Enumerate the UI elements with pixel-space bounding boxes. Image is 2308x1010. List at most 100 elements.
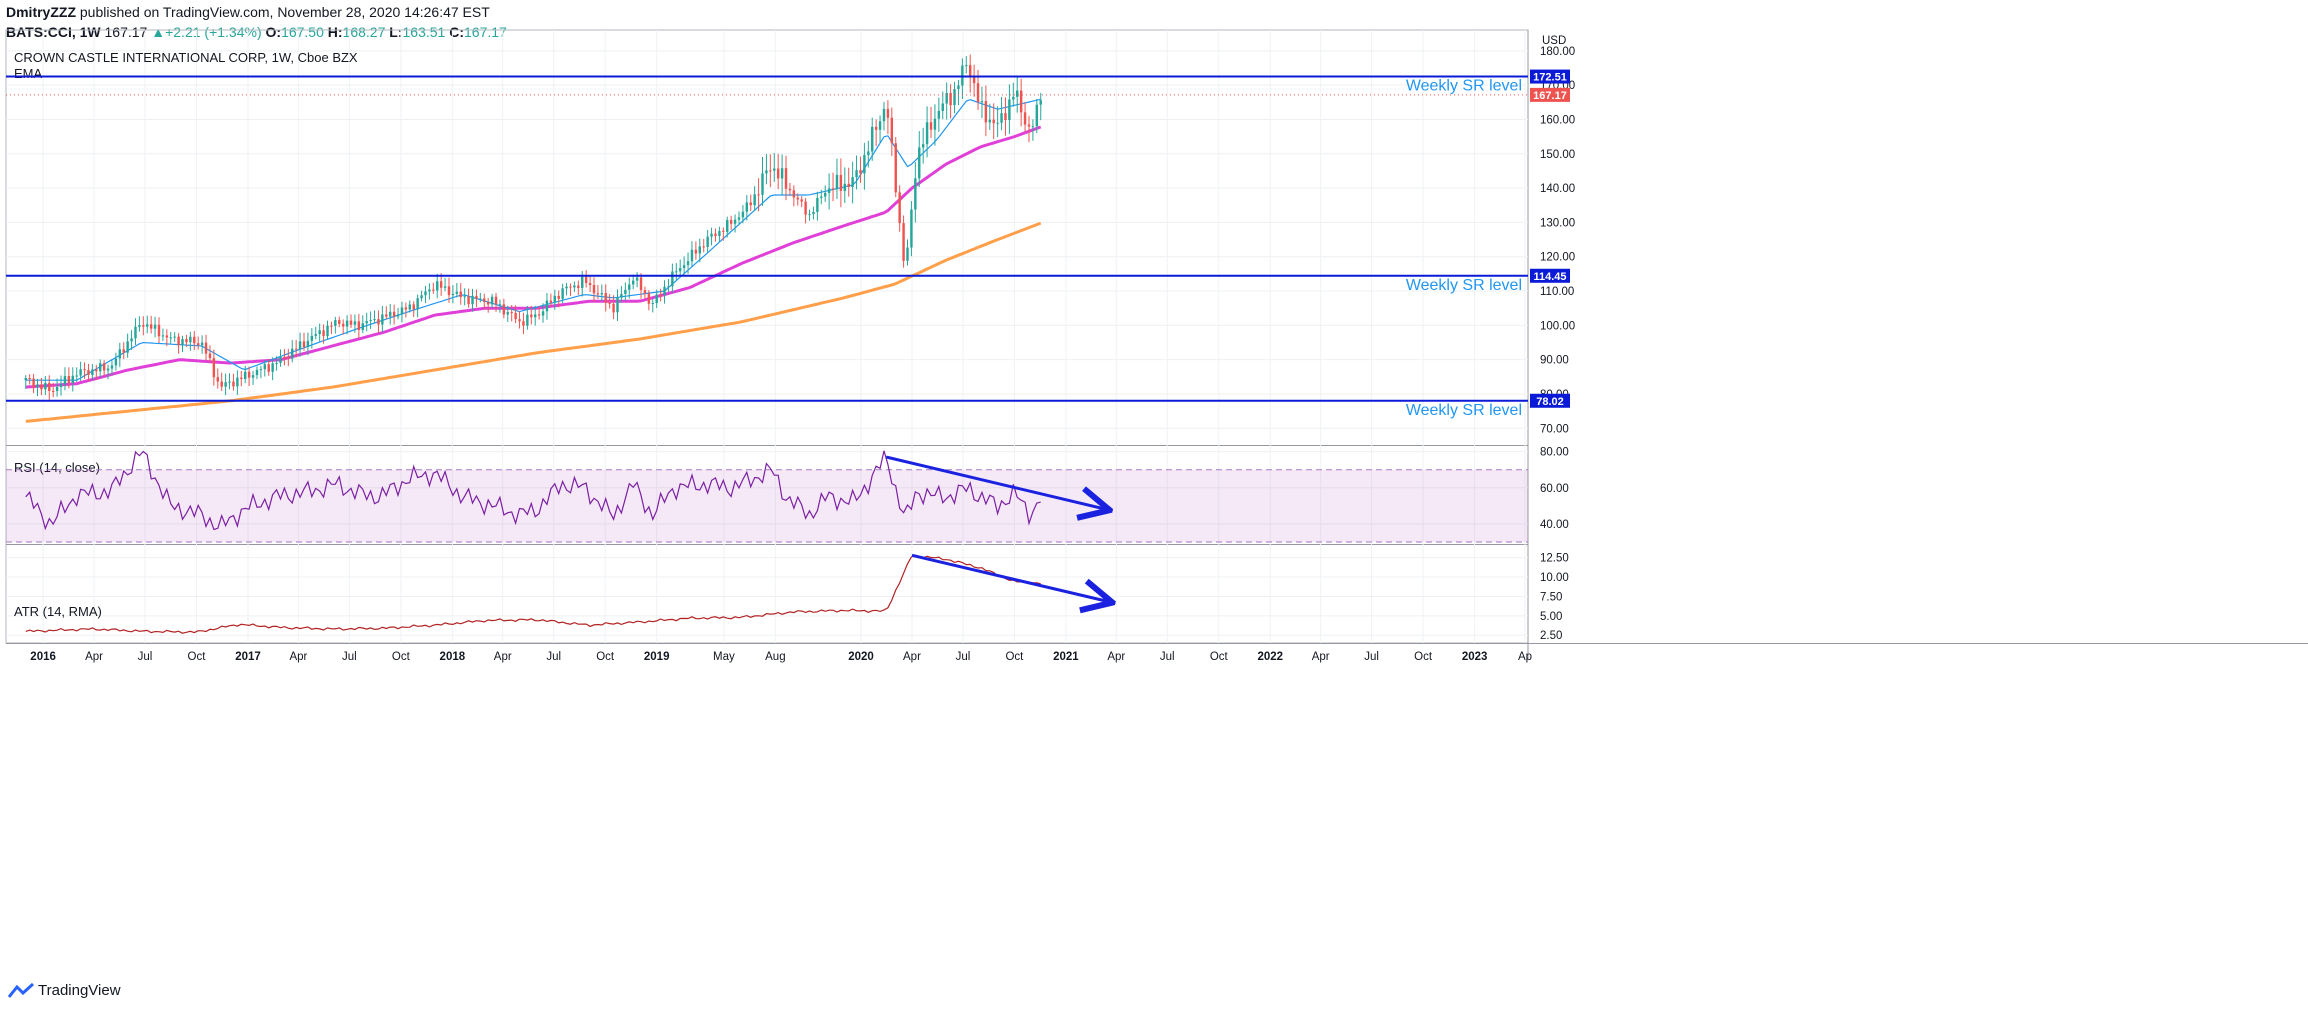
candle-body (243, 371, 247, 380)
atr-line (25, 554, 1041, 634)
candle-body (236, 377, 239, 387)
candle-body (682, 265, 686, 269)
candle-body (890, 117, 894, 144)
candle-body (146, 324, 149, 327)
time-tick-label: Oct (596, 651, 615, 663)
candle-body (769, 170, 772, 172)
candle-body (193, 336, 196, 344)
candle-body (330, 325, 333, 327)
time-tick-label: Apr (1107, 651, 1125, 663)
candle-body (918, 147, 921, 179)
candle-body (189, 336, 192, 343)
candle-body (432, 289, 435, 291)
time-tick-label: Oct (1210, 651, 1229, 663)
candle-body (428, 289, 431, 292)
candle-body (153, 324, 157, 329)
candle-body (63, 376, 67, 385)
candle-body (592, 285, 596, 294)
candle-body (596, 293, 600, 295)
candle-body (945, 93, 948, 104)
author-name[interactable]: DmitryZZZ (6, 4, 76, 20)
currency-label: USD (1542, 35, 1566, 47)
candle-body (541, 311, 545, 316)
candle-body (506, 312, 509, 315)
candle-body (835, 174, 839, 190)
candle-body (71, 375, 74, 383)
open-value: 167.50 (281, 24, 324, 40)
candle-body (459, 291, 462, 298)
candle-body (671, 271, 674, 287)
candle-body (490, 296, 494, 305)
candle-body (859, 170, 862, 174)
candle-body (357, 321, 361, 331)
candle-body (796, 197, 799, 200)
last-price: 167.17 (104, 24, 148, 40)
candle-body (804, 201, 807, 215)
sr-price-badge (1530, 69, 1570, 84)
candle-body (204, 342, 208, 354)
price-tick-label: 140.00 (1540, 183, 1575, 195)
candle-body (988, 119, 992, 123)
candle-body (933, 118, 937, 130)
time-tick-label: Aug (765, 651, 785, 663)
candle-body (486, 301, 490, 305)
candle-body (455, 291, 459, 294)
price-tick-label: 120.00 (1540, 252, 1575, 264)
candle-body (823, 192, 827, 197)
candle-body (416, 298, 419, 310)
candle-body (906, 247, 909, 261)
price-tick-label: 130.00 (1540, 217, 1575, 229)
candle-body (667, 286, 670, 288)
candle-body (87, 370, 90, 375)
time-tick-label: Apr (494, 651, 512, 663)
price-tick-label: 150.00 (1540, 149, 1575, 161)
sr-price-label: 114.45 (1533, 271, 1566, 283)
candle-body (569, 286, 572, 288)
candle-body (992, 119, 995, 124)
candle-body (365, 321, 368, 324)
atr-tick-label: 2.50 (1540, 630, 1562, 642)
symbol-label[interactable]: BATS:CCI, 1W (6, 24, 101, 40)
candle-body (165, 335, 169, 338)
candle-body (385, 314, 388, 317)
candle-body (275, 362, 278, 364)
candle-body (937, 110, 941, 119)
candle-body (847, 183, 850, 187)
candle-body (55, 386, 59, 392)
candle-body (314, 334, 317, 336)
candle-body (200, 342, 204, 346)
candle-body (106, 368, 110, 371)
candle-body (996, 122, 999, 124)
candle-body (776, 168, 780, 179)
candle-body (75, 375, 78, 377)
candle-body (228, 381, 231, 383)
candle-body (59, 384, 63, 387)
candle-body (208, 353, 212, 359)
chart-header: DmitryZZZ published on TradingView.com, … (6, 2, 507, 42)
candle-body (839, 174, 843, 191)
candle-body (827, 188, 831, 193)
candle-body (843, 183, 847, 191)
candle-body (886, 108, 890, 118)
close-label: C: (449, 24, 464, 40)
candle-body (447, 286, 451, 296)
candle-body (349, 320, 353, 325)
candle-body (400, 307, 404, 315)
candle-body (702, 246, 705, 248)
candle-body (494, 296, 498, 305)
candle-body (753, 194, 756, 206)
candle-body (291, 348, 294, 359)
candle-body (443, 286, 447, 288)
candle-body (173, 336, 176, 338)
candle-body (130, 338, 133, 342)
candle-body (396, 314, 400, 317)
chart-canvas[interactable]: 70.00 80.00 90.00 100.00 110.00 120.00 130.00 1… (0, 0, 2308, 975)
rsi-tick-label: 80.00 (1540, 447, 1569, 459)
candle-body (526, 314, 529, 326)
candle-body (729, 220, 733, 224)
price-tick-label: 160.00 (1540, 114, 1575, 126)
candle-body (283, 356, 286, 358)
candle-body (48, 382, 51, 391)
candle-body (353, 321, 357, 325)
candle-body (678, 268, 682, 272)
